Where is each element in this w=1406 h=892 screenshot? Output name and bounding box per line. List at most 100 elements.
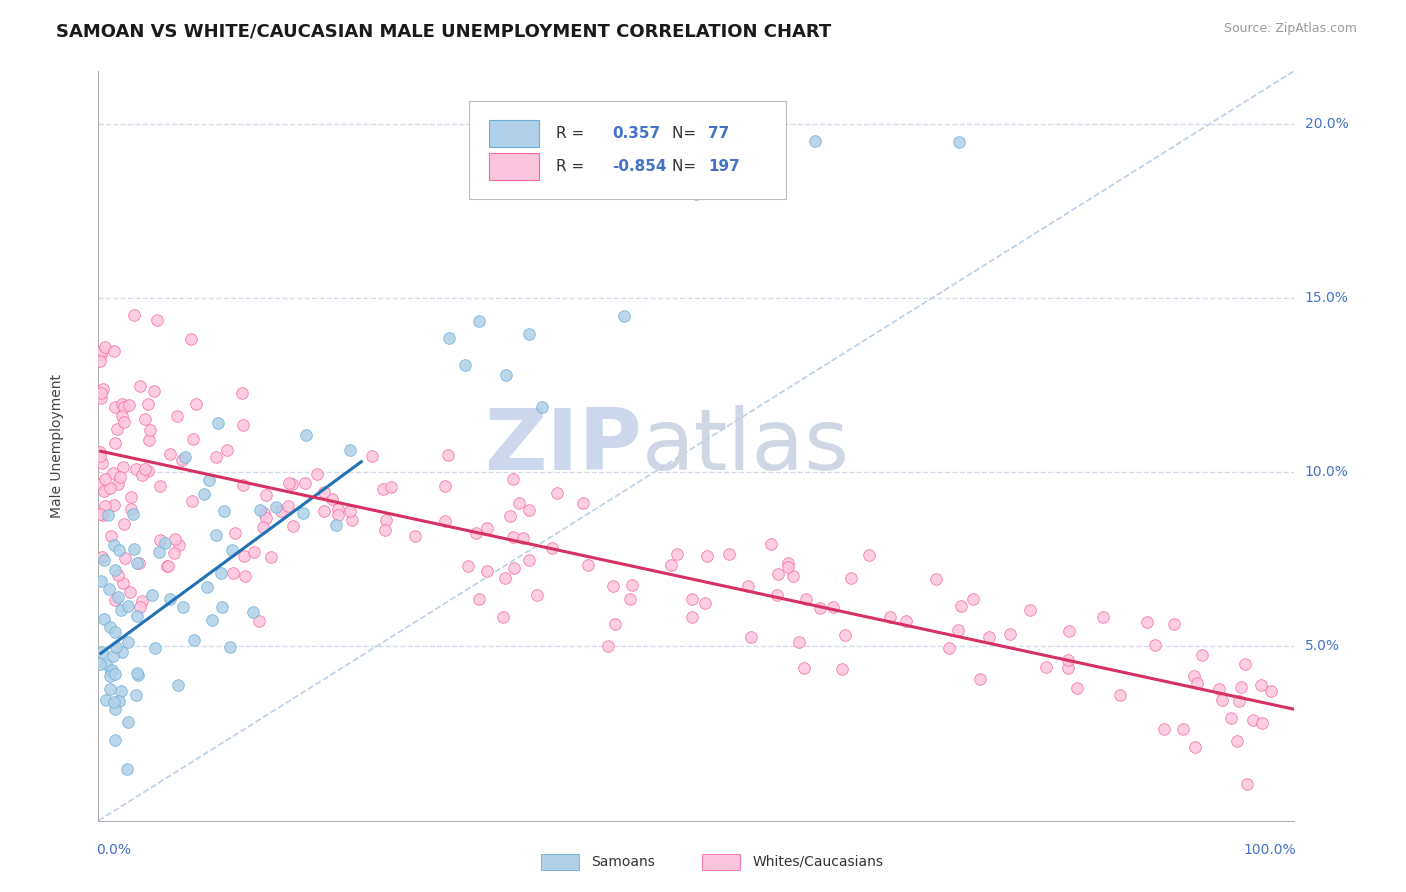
Point: [259, 549, 281, 564]
Point: [766, 567, 789, 582]
Point: [89, 657, 111, 671]
Point: [155, 536, 177, 550]
Point: [96, 693, 118, 707]
Point: [128, 556, 150, 570]
Point: [252, 520, 274, 534]
Point: [339, 442, 361, 457]
Point: [107, 476, 129, 491]
Point: [325, 518, 347, 533]
Point: [253, 506, 276, 520]
Point: [222, 566, 245, 580]
Text: 197: 197: [709, 159, 740, 174]
Point: [232, 417, 254, 432]
Point: [167, 538, 190, 552]
Point: [1153, 722, 1175, 736]
Point: [143, 641, 166, 656]
Point: [122, 507, 145, 521]
Point: [254, 511, 277, 525]
Point: [201, 614, 224, 628]
Point: [492, 609, 515, 624]
Point: [1184, 740, 1206, 755]
Point: [1035, 660, 1057, 674]
Point: [112, 516, 135, 531]
FancyBboxPatch shape: [702, 854, 740, 870]
Point: [328, 508, 350, 522]
Point: [233, 569, 256, 583]
Point: [90, 385, 112, 400]
Point: [117, 635, 139, 649]
Point: [112, 460, 135, 475]
Point: [1171, 722, 1194, 736]
Point: [193, 487, 215, 501]
Text: 15.0%: 15.0%: [1305, 291, 1348, 305]
Point: [546, 486, 568, 500]
Point: [925, 572, 948, 586]
Point: [112, 415, 135, 429]
Point: [477, 564, 499, 578]
Point: [681, 609, 703, 624]
Point: [167, 678, 190, 692]
Point: [1260, 684, 1282, 698]
Point: [1066, 681, 1088, 696]
Point: [108, 543, 131, 558]
Point: [146, 312, 169, 326]
Text: SAMOAN VS WHITE/CAUCASIAN MALE UNEMPLOYMENT CORRELATION CHART: SAMOAN VS WHITE/CAUCASIAN MALE UNEMPLOYM…: [56, 22, 831, 40]
Point: [173, 450, 195, 464]
Point: [156, 558, 179, 573]
Point: [136, 464, 159, 478]
Point: [737, 579, 759, 593]
Point: [143, 384, 166, 398]
Point: [219, 640, 242, 654]
Text: 0.0%: 0.0%: [96, 843, 131, 857]
Point: [946, 623, 969, 637]
Point: [181, 432, 204, 446]
Point: [100, 665, 122, 680]
Point: [247, 615, 270, 629]
Point: [361, 450, 384, 464]
Point: [117, 599, 139, 613]
Point: [211, 599, 233, 614]
Point: [183, 633, 205, 648]
Point: [834, 628, 856, 642]
Point: [787, 635, 810, 649]
Point: [205, 528, 228, 542]
Point: [681, 592, 703, 607]
Point: [111, 397, 134, 411]
Point: [98, 669, 121, 683]
Point: [232, 549, 254, 563]
Point: [166, 409, 188, 424]
Point: [1250, 678, 1272, 692]
Point: [512, 531, 534, 545]
Point: [839, 571, 862, 585]
Point: [1211, 692, 1233, 706]
Point: [110, 602, 132, 616]
Point: [1092, 610, 1115, 624]
Point: [596, 639, 619, 653]
Point: [1144, 638, 1167, 652]
Point: [436, 448, 458, 462]
Point: [98, 481, 121, 495]
FancyBboxPatch shape: [489, 153, 540, 180]
Point: [131, 467, 153, 482]
Text: atlas: atlas: [643, 404, 851, 488]
Point: [659, 558, 682, 573]
Point: [148, 545, 170, 559]
Point: [221, 543, 243, 558]
Point: [90, 391, 112, 405]
Point: [138, 434, 160, 448]
Point: [93, 484, 115, 499]
Point: [207, 416, 229, 430]
Point: [159, 592, 181, 607]
Point: [264, 500, 287, 515]
Point: [821, 600, 844, 615]
Point: [111, 645, 134, 659]
Point: [197, 581, 219, 595]
Point: [209, 566, 232, 581]
Point: [1234, 657, 1257, 672]
Text: N=: N=: [672, 159, 702, 174]
Point: [139, 423, 162, 437]
Point: [104, 666, 127, 681]
Point: [508, 496, 530, 510]
Point: [962, 592, 984, 607]
Point: [531, 400, 554, 414]
